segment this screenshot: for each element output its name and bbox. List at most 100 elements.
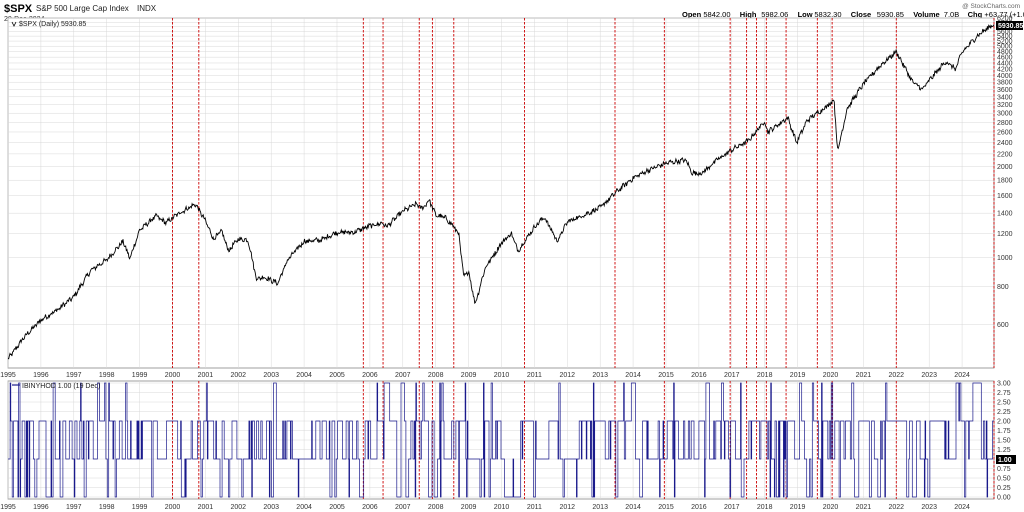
indicator-x-tick-label: 2009	[461, 504, 477, 511]
indicator-x-tick-label: 1999	[132, 504, 148, 511]
price-x-tick-label: 2020	[823, 372, 839, 379]
indicator-x-tick-label: 2014	[625, 504, 641, 511]
price-y-tick-label: 5600	[997, 29, 1013, 36]
indicator-last-flag: 1.00	[996, 455, 1016, 464]
price-event-lines	[172, 18, 995, 368]
indicator-x-tick-label: 2000	[165, 504, 181, 511]
price-x-tick-label: 1997	[66, 372, 82, 379]
indicator-legend-text: IBINYHOD 1.00 (19 Dec)	[22, 383, 100, 390]
price-y-tick-label: 6200	[997, 16, 1013, 23]
index-name: S&P 500 Large Cap Index	[36, 4, 129, 13]
price-y-tick-label: 4200	[997, 67, 1013, 74]
price-x-tick-label: 2016	[691, 372, 707, 379]
indicator-y-tick-label: 1.75	[997, 428, 1011, 435]
ibinyhod-line	[8, 382, 994, 498]
price-y-tick-label: 4400	[997, 60, 1013, 67]
indicator-y-tick-label: 2.25	[997, 409, 1011, 416]
indicator-x-tick-label: 1997	[66, 504, 82, 511]
price-x-tick-label: 2010	[494, 372, 510, 379]
indicator-y-tick-label: 2.50	[997, 400, 1011, 407]
indicator-flag-text: 1.00	[998, 457, 1012, 464]
price-y-axis: 600 800 1000 1200 1400 1600 1800 2000 2200 2400 26…	[997, 16, 1013, 329]
price-y-tick-label: 1400	[997, 211, 1013, 218]
indicator-x-tick-label: 2003	[263, 504, 279, 511]
indicator-event-lines	[172, 381, 995, 499]
indicator-x-tick-label: 1995	[0, 504, 16, 511]
price-x-tick-label: 2013	[592, 372, 608, 379]
price-x-tick-label: 2019	[790, 372, 806, 379]
indicator-y-tick-label: 1.25	[997, 447, 1011, 454]
price-x-tick-label: 2018	[757, 372, 773, 379]
quote-label-4: Volume	[913, 10, 940, 19]
quote-value-5: +63.77 (+1.09%)	[984, 10, 1024, 19]
price-y-tick-label: 3800	[997, 80, 1013, 87]
price-x-tick-label: 2000	[165, 372, 181, 379]
price-x-tick-label: 1999	[132, 372, 148, 379]
price-y-tick-label: 4000	[997, 73, 1013, 80]
indicator-x-tick-label: 2020	[823, 504, 839, 511]
price-y-tick-label: 800	[997, 284, 1009, 291]
quote-value-1: 5982.06	[761, 10, 788, 19]
indicator-y-axis: 3.00 2.75 2.50 2.25 2.00 1.75 1.50 1.25 1.00 0.75…	[997, 381, 1011, 502]
price-y-tick-label: 4600	[997, 55, 1013, 62]
spx-price-line	[7, 24, 995, 360]
indicator-x-tick-label: 2013	[592, 504, 608, 511]
quote-label-2: Low	[798, 10, 813, 19]
price-y-tick-label: 2400	[997, 140, 1013, 147]
indicator-x-tick-label: 2024	[954, 504, 970, 511]
price-x-tick-label: 2006	[362, 372, 378, 379]
price-x-tick-label: 2017	[724, 372, 740, 379]
indicator-y-tick-label: 2.75	[997, 390, 1011, 397]
price-x-tick-label: 2003	[263, 372, 279, 379]
indicator-flag-bg	[996, 455, 1016, 464]
price-y-tick-label: 2600	[997, 129, 1013, 136]
quote-value-3: 5930.85	[877, 10, 904, 19]
price-panel: 600 800 1000 1200 1400 1600 1800 2000 2200 2400 26…	[7, 16, 1023, 369]
indicator-x-tick-label: 2012	[560, 504, 576, 511]
price-x-axis: 1995 1996 1997 1998 1999 2000 2001 2002 2003 2004…	[0, 372, 970, 379]
indicator-x-tick-label: 2023	[921, 504, 937, 511]
price-x-tick-label: 2011	[527, 372, 542, 379]
price-x-tick-label: 2022	[888, 372, 904, 379]
price-y-tick-label: 5200	[997, 39, 1013, 46]
price-x-tick-label: 2004	[296, 372, 312, 379]
ohlc-quote: Open 5842.00 High 5982.06 Low 5832.30 Close 593…	[682, 10, 1024, 19]
indicator-x-tick-label: 2016	[691, 504, 707, 511]
ticker-symbol: $SPX	[4, 3, 33, 15]
indicator-x-tick-label: 2015	[658, 504, 674, 511]
price-x-tick-label: 2002	[231, 372, 247, 379]
price-x-tick-label: 2001	[198, 372, 214, 379]
indicator-x-tick-label: 1996	[33, 504, 49, 511]
price-y-tick-label: 3400	[997, 94, 1013, 101]
indicator-x-tick-label: 2021	[856, 504, 872, 511]
price-y-tick-label: 3000	[997, 111, 1013, 118]
indicator-x-axis: 1995 1996 1997 1998 1999 2000 2001 2002 2003 2004…	[0, 504, 970, 511]
price-y-tick-label: 5400	[997, 34, 1013, 41]
legend-chevron-icon	[11, 21, 17, 27]
price-panel-frame	[7, 17, 995, 369]
price-y-tick-label: 1800	[997, 178, 1013, 185]
price-y-tick-label: 5000	[997, 44, 1013, 51]
quote-value-2: 5832.30	[814, 10, 841, 19]
price-y-tick-label: 4800	[997, 49, 1013, 56]
price-x-tick-label: 1998	[99, 372, 115, 379]
price-y-tick-label: 1200	[997, 231, 1013, 238]
indicator-x-tick-label: 2001	[198, 504, 214, 511]
price-x-tick-label: 2023	[921, 372, 937, 379]
price-y-tick-label: 2000	[997, 164, 1013, 171]
quote-value-4: 7.0B	[944, 10, 959, 19]
quote-label-5: Chg	[968, 10, 983, 19]
indicator-y-tick-label: 0.25	[997, 485, 1011, 492]
price-y-tick-label: 3200	[997, 102, 1013, 109]
indicator-x-tick-label: 2004	[296, 504, 312, 511]
indicator-legend: IBINYHOD 1.00 (19 Dec)	[12, 383, 100, 390]
price-x-tick-label: 2021	[856, 372, 872, 379]
price-x-tick-label: 2024	[954, 372, 970, 379]
indicator-x-tick-label: 2005	[329, 504, 345, 511]
indicator-x-tick-label: 2010	[494, 504, 510, 511]
price-legend-text: $SPX (Daily) 5930.85	[19, 21, 86, 28]
indicator-y-tick-label: 2.00	[997, 419, 1011, 426]
last-price-flag-bg	[996, 21, 1023, 30]
price-x-tick-label: 2015	[658, 372, 674, 379]
